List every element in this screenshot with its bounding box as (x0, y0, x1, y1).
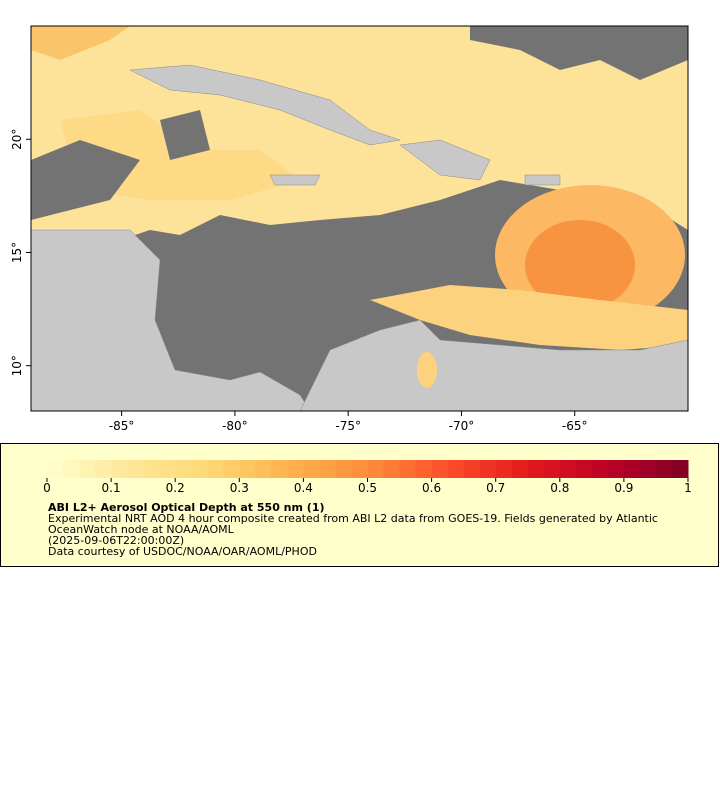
colorbar-swatch (511, 460, 529, 478)
colorbar-tick-label: 1 (684, 481, 692, 495)
land-cuba (129, 64, 401, 146)
colorbar-swatch (671, 460, 689, 478)
colorbar-swatch (63, 460, 80, 478)
colorbar-tick-label: 0.4 (294, 481, 313, 495)
colorbar-swatch (495, 460, 513, 478)
colorbar-swatch (223, 460, 240, 478)
colorbar-swatch (479, 460, 497, 478)
x-tick-label: -65° (562, 419, 588, 433)
colorbar-tick-label: 0.2 (166, 481, 185, 495)
colorbar-swatch (175, 460, 192, 478)
colorbar-tick-label: 0.6 (422, 481, 441, 495)
colorbar-swatch (383, 460, 401, 478)
map-figure: ABI L2+ Aerosol Optical Depth at 550 nm … (0, 25, 719, 567)
colorbar-tick-label: 0 (43, 481, 51, 495)
aerosol-plume (525, 220, 635, 310)
legend-title: ABI L2+ Aerosol Optical Depth at 550 nm … (48, 501, 325, 514)
colorbar-swatch (159, 460, 176, 478)
colorbar-swatch (127, 460, 144, 478)
legend-line: Data courtesy of USDOC/NOAA/OAR/AOML/PHO… (48, 545, 317, 558)
land-jamaica (269, 174, 321, 186)
colorbar-swatch (319, 460, 336, 478)
colorbar-swatch (95, 460, 112, 478)
map-area (30, 25, 689, 412)
colorbar-swatch (447, 460, 465, 478)
colorbar-swatch (655, 460, 673, 478)
map-frame (30, 25, 689, 412)
colorbar-tick-label: 0.7 (486, 481, 505, 495)
colorbar-swatch (191, 460, 208, 478)
colorbar-swatch (47, 460, 64, 478)
aerosol-field (31, 26, 130, 60)
colorbar-swatch (415, 460, 433, 478)
colorbar-swatch (543, 460, 561, 478)
y-tick-label: 10° (10, 355, 24, 376)
colorbar-swatch (239, 460, 256, 478)
colorbar-swatch (431, 460, 449, 478)
colorbar-swatch (287, 460, 304, 478)
land-puerto-rico (524, 174, 561, 186)
colorbar-tick-label: 0.3 (230, 481, 249, 495)
legend-line: OceanWatch node at NOAA/AOML (48, 523, 235, 536)
colorbar-tick-label: 0.1 (102, 481, 121, 495)
colorbar-tick-label: 0.9 (614, 481, 633, 495)
colorbar-swatch (527, 460, 545, 478)
aerosol-field (417, 352, 437, 388)
colorbar-swatch (639, 460, 657, 478)
legend-line: Experimental NRT AOD 4 hour composite cr… (48, 512, 658, 525)
colorbar-swatch (575, 460, 593, 478)
colorbar-swatch (143, 460, 160, 478)
colorbar-swatch (111, 460, 128, 478)
colorbar-swatch (623, 460, 641, 478)
colorbar-swatch (335, 460, 352, 478)
x-tick-label: -85° (109, 419, 135, 433)
x-tick-label: -75° (335, 419, 361, 433)
colorbar-swatch (255, 460, 272, 478)
colorbar-swatch (591, 460, 609, 478)
colorbar-tick-label: 0.8 (550, 481, 569, 495)
colorbar-swatch (607, 460, 625, 478)
legend-line: (2025-09-06T22:00:00Z) (48, 534, 184, 547)
colorbar-swatch (559, 460, 577, 478)
colorbar-swatch (367, 460, 385, 478)
colorbar-swatch (303, 460, 320, 478)
colorbar-swatch (463, 460, 481, 478)
colorbar-swatch (399, 460, 417, 478)
ocean-no-data (31, 140, 140, 220)
y-tick-label: 15° (10, 242, 24, 263)
colorbar-swatch (79, 460, 96, 478)
x-tick-label: -80° (222, 419, 248, 433)
colorbar-tick-label: 0.5 (358, 481, 377, 495)
ocean-no-data (160, 110, 210, 160)
y-tick-label: 20° (10, 129, 24, 150)
x-tick-label: -70° (449, 419, 475, 433)
land-hispaniola (399, 139, 491, 181)
aerosol-field (370, 285, 688, 350)
colorbar-swatch (271, 460, 288, 478)
colorbar-swatch (351, 460, 368, 478)
colorbar-swatch (207, 460, 224, 478)
